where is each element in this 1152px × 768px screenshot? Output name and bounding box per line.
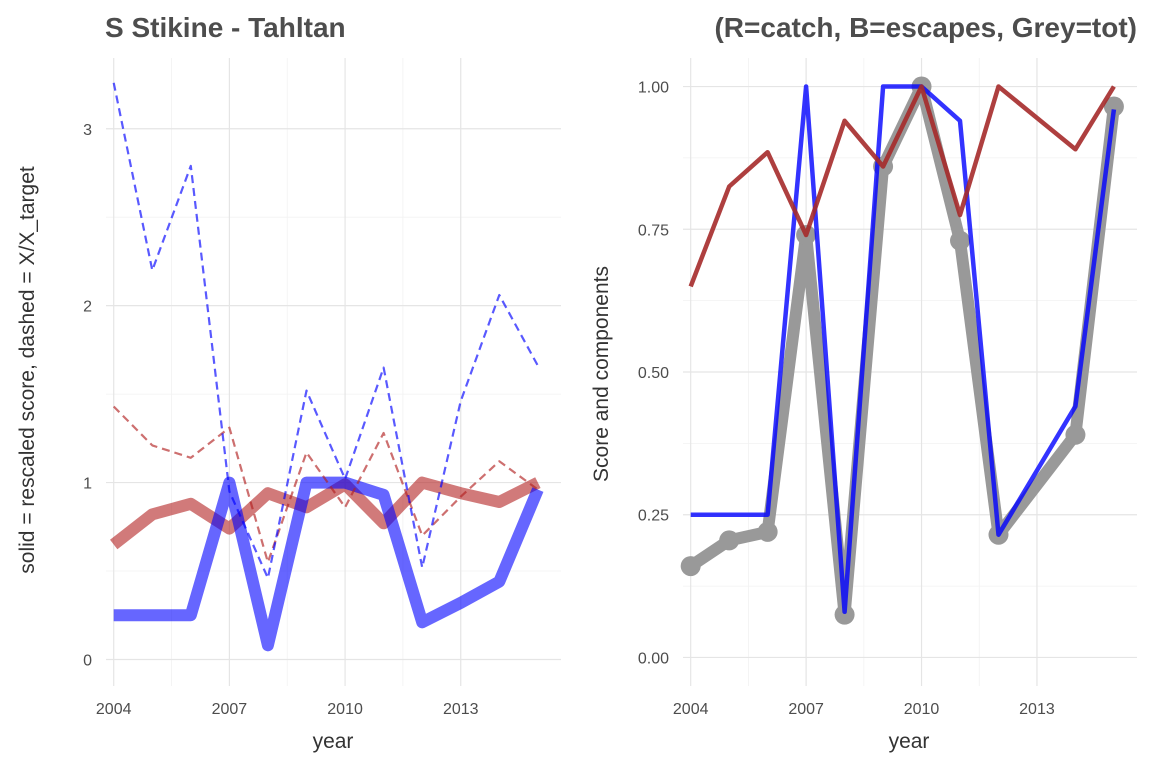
left-x-axis-title: year xyxy=(313,730,354,753)
right-x-tick-label: 2013 xyxy=(1019,701,1055,718)
right-gridlines xyxy=(683,58,1137,686)
left-chart-panel: S Stikine - Tahltan year solid = rescale… xyxy=(16,12,561,753)
right-series-line-1 xyxy=(690,84,1117,615)
left-x-tick-label: 2010 xyxy=(327,701,363,718)
right-chart-panel: (R=catch, B=escapes, Grey=tot) year Scor… xyxy=(590,12,1137,753)
right-x-tick-label: 2004 xyxy=(673,701,709,718)
left-series xyxy=(110,82,544,652)
right-x-tick-label: 2007 xyxy=(788,701,824,718)
left-series-line-3 xyxy=(112,82,539,580)
left-y-ticks: 0 1 2 3 xyxy=(83,122,92,670)
right-series-point xyxy=(1103,96,1124,117)
right-series-point xyxy=(834,604,855,625)
left-x-tick-label: 2013 xyxy=(443,701,479,718)
right-x-ticks: 2004 2007 2010 2013 xyxy=(673,701,1055,718)
right-chart-title: (R=catch, B=escapes, Grey=tot) xyxy=(714,12,1137,43)
right-y-axis-title: Score and components xyxy=(590,266,613,482)
left-x-tick-label: 2004 xyxy=(96,701,132,718)
right-series-point xyxy=(1065,424,1086,445)
left-y-tick-label: 2 xyxy=(83,299,92,316)
right-series xyxy=(680,76,1124,625)
right-series-point xyxy=(950,230,971,251)
right-x-axis-title: year xyxy=(889,730,930,753)
left-y-tick-label: 3 xyxy=(83,122,92,139)
left-y-tick-label: 0 xyxy=(83,652,92,669)
right-y-ticks: 0.00 0.25 0.50 0.75 1.00 xyxy=(638,80,669,668)
left-series-line-2 xyxy=(112,405,539,564)
right-series-point xyxy=(719,530,740,551)
right-series-point xyxy=(680,556,701,577)
left-x-ticks: 2004 2007 2010 2013 xyxy=(96,701,479,718)
left-chart-title: S Stikine - Tahltan xyxy=(105,12,346,43)
right-series-line-2 xyxy=(688,84,1116,288)
right-y-tick-label: 0.00 xyxy=(638,650,669,667)
left-x-tick-label: 2007 xyxy=(212,701,248,718)
left-gridlines xyxy=(106,58,561,686)
right-y-tick-label: 0.25 xyxy=(638,508,669,525)
right-y-tick-label: 0.75 xyxy=(638,222,669,239)
right-y-tick-label: 0.50 xyxy=(638,365,669,382)
left-y-tick-label: 1 xyxy=(83,476,92,493)
right-series-point xyxy=(757,521,778,542)
left-y-axis-title: solid = rescaled score, dashed = X/X_tar… xyxy=(16,166,39,574)
right-x-tick-label: 2010 xyxy=(904,701,940,718)
left-series-line-1 xyxy=(113,476,544,652)
right-y-tick-label: 1.00 xyxy=(638,80,669,97)
left-series-line-0 xyxy=(110,476,541,550)
